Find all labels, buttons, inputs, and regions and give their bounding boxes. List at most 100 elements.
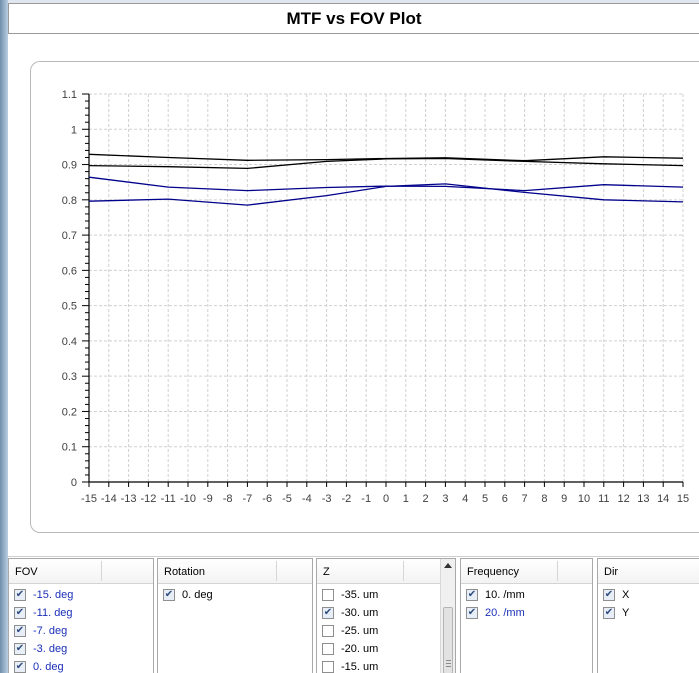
y-tick-label: 0.1 <box>62 442 77 454</box>
list-item-label: 10. /mm <box>485 589 525 601</box>
z-scrollbar[interactable] <box>440 559 455 673</box>
column-divider[interactable] <box>101 561 102 581</box>
x-tick-label: -6 <box>262 493 272 505</box>
list-item[interactable]: ✔ -11. deg <box>9 604 153 622</box>
scroll-thumb[interactable] <box>443 607 453 673</box>
checkmark-icon[interactable]: ✔ <box>163 589 175 601</box>
checkbox[interactable] <box>322 661 334 673</box>
x-tick-label: -7 <box>243 493 253 505</box>
list-item[interactable]: ✔ -30. um <box>317 604 455 622</box>
plot-frame <box>30 61 699 533</box>
checkmark-icon[interactable]: ✔ <box>466 607 478 619</box>
z-panel-header[interactable]: Z <box>317 559 440 584</box>
x-tick-label: -2 <box>342 493 352 505</box>
frequency-list: ✔ 10. /mm ✔ 20. /mm <box>461 584 592 622</box>
x-tick-label: -8 <box>223 493 233 505</box>
list-item[interactable]: -25. um <box>317 622 455 640</box>
z-panel: Z -35. um ✔ -30. um -25. um -20. um -15. um <box>316 558 456 673</box>
checkmark-icon[interactable]: ✔ <box>14 589 26 601</box>
z-header-label: Z <box>323 566 330 578</box>
x-tick-label: -9 <box>203 493 213 505</box>
column-divider[interactable] <box>403 561 404 581</box>
x-tick-label: 0 <box>383 493 389 505</box>
list-item-label: -15. um <box>341 661 379 673</box>
fov-panel-header[interactable]: FOV <box>9 559 153 584</box>
list-item-label: -15. deg <box>33 589 74 601</box>
list-item[interactable]: ✔ X <box>598 586 699 604</box>
list-item-label: -20. um <box>341 643 379 655</box>
y-tick-label: 0.6 <box>62 265 77 277</box>
list-item[interactable]: ✔ Y <box>598 604 699 622</box>
x-tick-label: 9 <box>561 493 567 505</box>
y-tick-label: 0.2 <box>62 406 77 418</box>
x-tick-label: -11 <box>161 493 176 505</box>
x-tick-label: 6 <box>502 493 508 505</box>
x-tick-label: -3 <box>322 493 332 505</box>
checkbox[interactable] <box>322 625 334 637</box>
x-tick-label: 4 <box>462 493 468 505</box>
x-tick-label: -4 <box>302 493 312 505</box>
window-top-edge <box>0 0 699 3</box>
y-tick-label: 0.8 <box>62 195 77 207</box>
x-tick-label: 2 <box>423 493 429 505</box>
list-item-label: -35. um <box>341 589 379 601</box>
checkbox[interactable] <box>322 643 334 655</box>
x-tick-label: -10 <box>180 493 196 505</box>
list-item-label: -7. deg <box>33 625 68 637</box>
checkmark-icon[interactable]: ✔ <box>466 589 478 601</box>
checkmark-icon[interactable]: ✔ <box>14 625 26 637</box>
list-item[interactable]: ✔ -3. deg <box>9 640 153 658</box>
z-list: -35. um ✔ -30. um -25. um -20. um -15. um <box>317 584 455 673</box>
frequency-panel-header[interactable]: Frequency <box>461 559 592 584</box>
series-line-2 <box>88 157 684 170</box>
checkmark-icon[interactable]: ✔ <box>603 589 615 601</box>
dir-panel-header[interactable]: Dir <box>598 559 699 584</box>
checkbox[interactable] <box>322 589 334 601</box>
x-tick-label: 13 <box>637 493 649 505</box>
x-tick-label: -13 <box>121 493 137 505</box>
list-item[interactable]: ✔ -7. deg <box>9 622 153 640</box>
fov-list: ✔ -15. deg ✔ -11. deg ✔ -7. deg ✔ -3. deg ✔ 0. de… <box>9 584 153 673</box>
x-tick-label: 5 <box>482 493 488 505</box>
window-left-edge <box>0 0 8 673</box>
list-item[interactable]: ✔ -15. deg <box>9 586 153 604</box>
x-tick-label: -15 <box>81 493 97 505</box>
list-item[interactable]: ✔ 10. /mm <box>461 586 592 604</box>
list-item[interactable]: -35. um <box>317 586 455 604</box>
column-divider[interactable] <box>276 561 277 581</box>
scroll-up-arrow-icon[interactable] <box>444 563 452 568</box>
rotation-header-label: Rotation <box>164 566 205 578</box>
x-tick-label: 8 <box>541 493 547 505</box>
x-tick-label: 1 <box>403 493 409 505</box>
y-tick-label: 0.9 <box>62 160 77 172</box>
checkmark-icon[interactable]: ✔ <box>603 607 615 619</box>
y-tick-label: 0.4 <box>62 336 77 348</box>
x-tick-label: -1 <box>361 493 371 505</box>
y-tick-label: 0 <box>71 477 77 489</box>
x-tick-label: 12 <box>617 493 629 505</box>
plot-title-bar: MTF vs FOV Plot <box>8 3 699 34</box>
dir-list: ✔ X ✔ Y <box>598 584 699 622</box>
list-item-label: 0. deg <box>33 661 64 673</box>
frequency-header-label: Frequency <box>467 566 519 578</box>
list-item[interactable]: ✔ 0. deg <box>9 658 153 673</box>
checkmark-icon[interactable]: ✔ <box>322 607 334 619</box>
list-item[interactable]: ✔ 0. deg <box>158 586 312 604</box>
series-lines <box>88 153 684 206</box>
checkmark-icon[interactable]: ✔ <box>14 643 26 655</box>
column-divider[interactable] <box>557 561 558 581</box>
checkmark-icon[interactable]: ✔ <box>14 607 26 619</box>
list-item-label: 20. /mm <box>485 607 525 619</box>
rotation-panel: Rotation ✔ 0. deg <box>157 558 313 673</box>
grip-line <box>446 666 451 667</box>
rotation-panel-header[interactable]: Rotation <box>158 559 312 584</box>
list-item[interactable]: ✔ 20. /mm <box>461 604 592 622</box>
y-tick-label: 1 <box>71 124 77 136</box>
mtf-chart: -15 -14 -13 -12 -11 -10 -9 -8 -7 -6 -5 -4 -3 -2 -1 0 1 2 3… <box>62 89 689 505</box>
x-tick-label: 15 <box>677 493 689 505</box>
list-item-label: -11. deg <box>33 607 73 619</box>
x-tick-label: -5 <box>282 493 292 505</box>
list-item[interactable]: -15. um <box>317 658 455 673</box>
list-item[interactable]: -20. um <box>317 640 455 658</box>
checkmark-icon[interactable]: ✔ <box>14 661 26 673</box>
